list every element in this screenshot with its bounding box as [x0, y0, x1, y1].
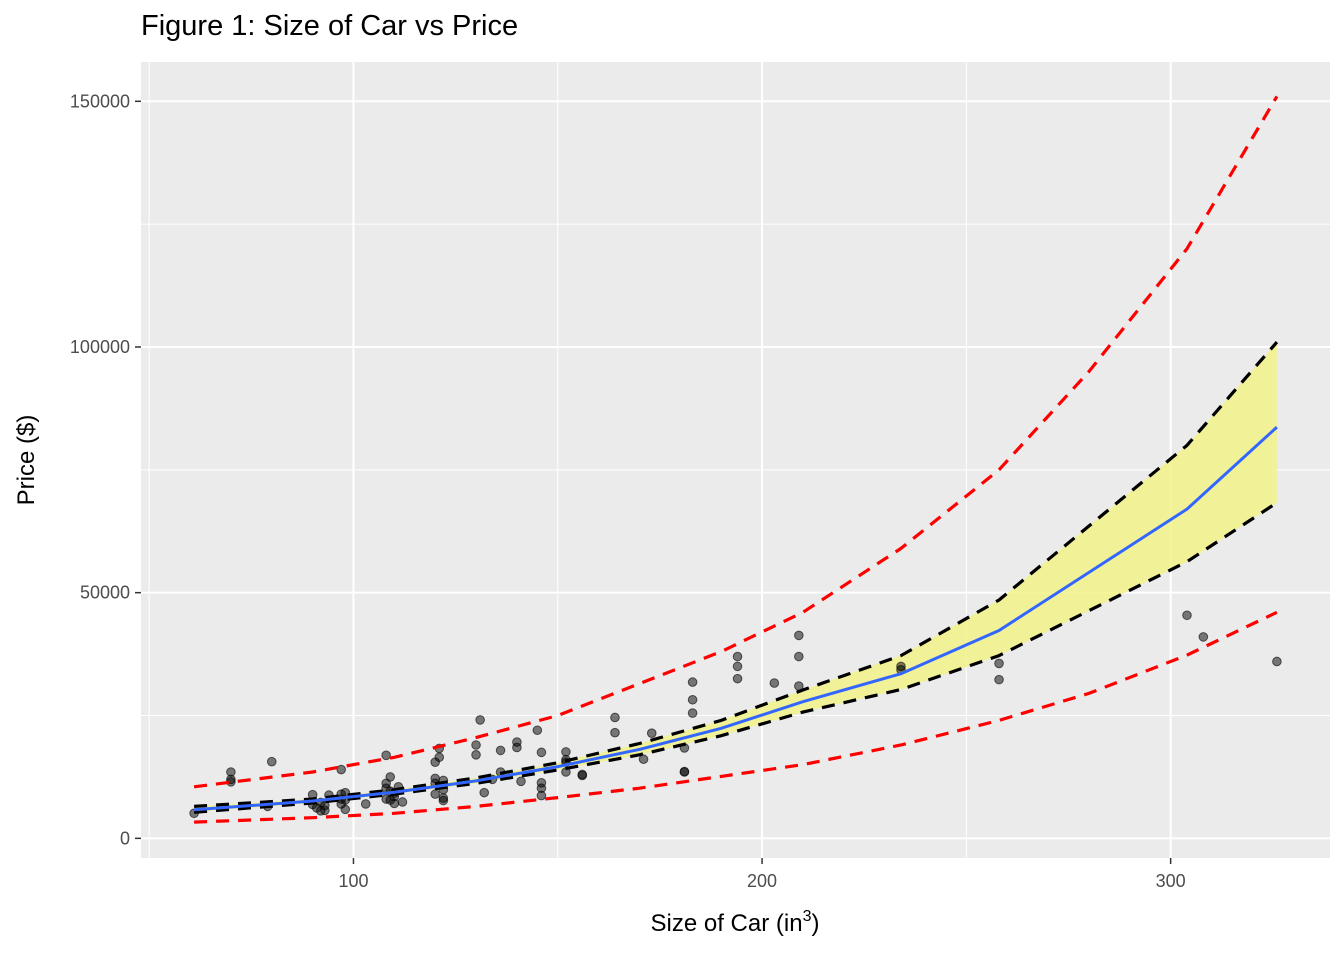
x-tick-label: 300 — [1156, 871, 1186, 891]
data-point — [1182, 610, 1192, 621]
confidence-band-area — [194, 342, 1277, 813]
confidence-upper-line — [194, 341, 1279, 808]
data-point — [471, 750, 481, 760]
fit-line — [193, 425, 1278, 812]
data-point — [561, 747, 571, 757]
data-point — [434, 752, 445, 763]
x-axis-title: Size of Car (in3) — [651, 908, 820, 937]
chart-title: Figure 1: Size of Car vs Price — [141, 10, 519, 42]
data-point — [732, 673, 743, 684]
data-point — [516, 776, 526, 787]
data-point — [646, 728, 657, 738]
data-point — [532, 725, 543, 736]
data-point — [385, 772, 396, 782]
x-tick-label: 100 — [338, 871, 368, 891]
data-point — [536, 778, 547, 788]
tick-labels: 100 200 300 0 50000 100000 150000 — [70, 91, 1186, 891]
data-point — [397, 797, 408, 807]
data-point — [471, 740, 481, 750]
y-tick-label: 50000 — [80, 583, 130, 603]
data-point — [577, 770, 588, 781]
data-point — [266, 756, 277, 767]
data-points — [189, 610, 1282, 819]
y-axis-title: Price ($) — [13, 415, 40, 506]
data-point — [638, 754, 649, 765]
data-point — [732, 651, 743, 662]
x-tick-label: 200 — [747, 871, 777, 891]
data-point — [430, 789, 440, 799]
x-axis-title-superscript: 3 — [803, 908, 812, 925]
data-point — [1198, 632, 1209, 642]
data-point — [1272, 656, 1282, 667]
data-point — [430, 773, 440, 784]
data-point — [794, 651, 804, 662]
axis-ticks — [135, 100, 1172, 864]
data-point — [994, 658, 1004, 669]
data-point — [226, 774, 236, 785]
data-point — [769, 678, 780, 688]
data-point — [512, 737, 522, 747]
confidence-band — [194, 342, 1277, 813]
data-point — [687, 694, 698, 705]
data-point — [794, 630, 804, 641]
y-tick-label: 150000 — [70, 91, 130, 111]
x-axis-title-main: Size of Car (in — [651, 910, 803, 937]
y-tick-label: 100000 — [70, 337, 130, 357]
data-point — [381, 750, 391, 761]
data-point — [610, 712, 620, 723]
data-point — [360, 799, 371, 809]
data-point — [495, 745, 506, 756]
x-axis-title-close: ) — [811, 910, 819, 937]
data-point — [479, 787, 490, 798]
prediction-upper-line — [193, 95, 1279, 789]
data-point — [336, 764, 347, 775]
data-point — [475, 715, 485, 725]
confidence-lower-line — [193, 501, 1278, 814]
y-tick-label: 0 — [120, 828, 130, 848]
data-point — [438, 795, 449, 806]
data-point — [340, 804, 351, 815]
plot-panel — [141, 62, 1330, 858]
data-point — [732, 661, 743, 672]
data-point — [679, 766, 690, 777]
prediction-lower-line — [194, 610, 1278, 824]
major-gridlines — [141, 62, 1330, 858]
data-point — [687, 677, 698, 687]
data-point — [994, 674, 1004, 685]
data-point — [536, 790, 547, 801]
data-point — [687, 708, 698, 718]
data-point — [610, 727, 620, 738]
data-point — [536, 747, 547, 758]
fit-and-limit-lines — [193, 95, 1279, 824]
